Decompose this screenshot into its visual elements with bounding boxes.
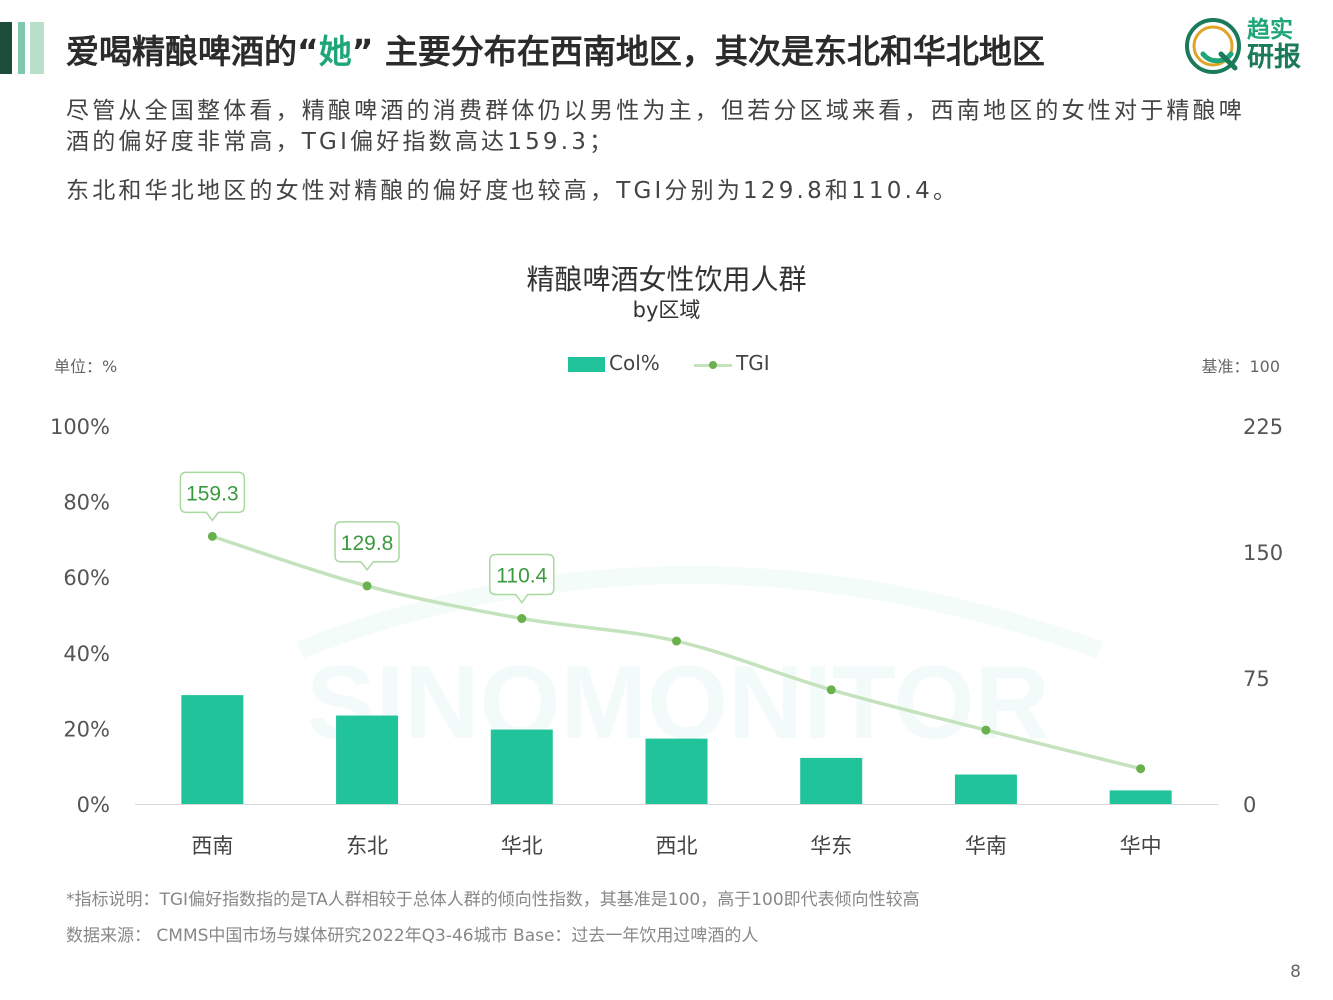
tgi-callout-box-2 — [489, 553, 555, 604]
tgi-point-6 — [1136, 764, 1146, 774]
bar-1 — [336, 715, 399, 804]
tgi-data-label-0: 159.3 — [186, 482, 239, 505]
x-tick-label: 华中 — [1120, 834, 1162, 858]
legend-item-tgi: TGI — [694, 351, 770, 375]
bar-0 — [181, 695, 244, 804]
accent-bar-dark — [0, 22, 12, 74]
title-before: 爱喝精酿啤酒的“ — [66, 32, 319, 71]
bar-5 — [954, 774, 1017, 804]
tgi-point-3 — [672, 636, 681, 646]
x-tick-label: 西南 — [191, 834, 233, 858]
logo-line2: 研报 — [1247, 42, 1301, 74]
body-paragraph-2: 东北和华北地区的女性对精酿的偏好度也较高，TGI分别为129.8和110.4。 — [66, 178, 960, 204]
footnote-definition: *指标说明：TGI偏好指数指的是TA人群相较于总体人群的倾向性指数，其基准是10… — [66, 890, 920, 910]
legend-swatch-col — [568, 357, 605, 372]
accent-bar-light — [30, 22, 44, 74]
bar-4 — [800, 757, 863, 804]
tgi-data-label-2: 110.4 — [496, 565, 547, 588]
title-highlight: 她 — [318, 32, 352, 71]
y-right-tick-label: 150 — [1243, 541, 1283, 565]
y-right-tick-label: 0 — [1243, 793, 1256, 817]
legend-label-tgi: TGI — [736, 351, 770, 375]
tgi-point-5 — [981, 725, 991, 735]
unit-left-label: 单位：% — [54, 357, 118, 376]
title-after: ” 主要分布在西南地区，其次是东北和华北地区 — [351, 32, 1045, 71]
accent-bar-mid — [18, 22, 25, 74]
x-tick-label: 华北 — [501, 834, 543, 858]
y-left-tick-label: 80% — [63, 491, 110, 515]
unit-right-label: 基准：100 — [1201, 357, 1280, 376]
legend-item-col: Col% — [568, 351, 660, 375]
tgi-data-label-1: 129.8 — [341, 532, 394, 555]
chart-subtitle: by区域 — [632, 298, 701, 322]
brand-logo: 趋实 研报 — [1183, 16, 1323, 78]
bar-6 — [1109, 790, 1172, 804]
y-left-tick-label: 60% — [63, 566, 110, 590]
page-title: 爱喝精酿啤酒的“她” 主要分布在西南地区，其次是东北和华北地区 — [66, 25, 1045, 73]
y-left-tick-label: 40% — [63, 642, 110, 666]
tgi-callout-box-0 — [179, 471, 246, 522]
tgi-callout-box-1 — [334, 521, 400, 572]
y-left-tick-label: 20% — [63, 717, 110, 741]
bar-3 — [645, 738, 708, 804]
x-tick-label: 东北 — [346, 834, 388, 858]
body-paragraph-1: 尽管从全国整体看，精酿啤酒的消费群体仍以男性为主，但若分区域来看，西南地区的女性… — [66, 98, 1245, 155]
logo-line1: 趋实 — [1247, 17, 1293, 43]
tgi-point-1 — [362, 581, 372, 591]
watermark-arc — [296, 566, 1104, 659]
chart-title: 精酿啤酒女性饮用人群 — [526, 263, 807, 296]
x-tick-label: 华东 — [810, 834, 852, 858]
bar-2 — [490, 729, 553, 804]
legend-swatch-tgi — [694, 358, 732, 372]
y-right-tick-label: 75 — [1243, 667, 1270, 691]
page-number: 8 — [1290, 962, 1301, 982]
y-left-tick-label: 100% — [50, 415, 110, 439]
legend-label-col: Col% — [609, 351, 660, 375]
tgi-point-4 — [826, 685, 836, 695]
y-right-tick-label: 225 — [1243, 415, 1283, 439]
tgi-point-2 — [517, 614, 527, 624]
tgi-point-0 — [207, 531, 217, 541]
magnifier-q-icon — [1185, 18, 1241, 74]
footnote-source: 数据来源： CMMS中国市场与媒体研究2022年Q3-46城市 Base：过去一… — [66, 926, 759, 946]
x-tick-label: 西北 — [656, 834, 698, 858]
y-left-tick-label: 0% — [77, 793, 110, 817]
x-tick-label: 华南 — [965, 834, 1007, 858]
